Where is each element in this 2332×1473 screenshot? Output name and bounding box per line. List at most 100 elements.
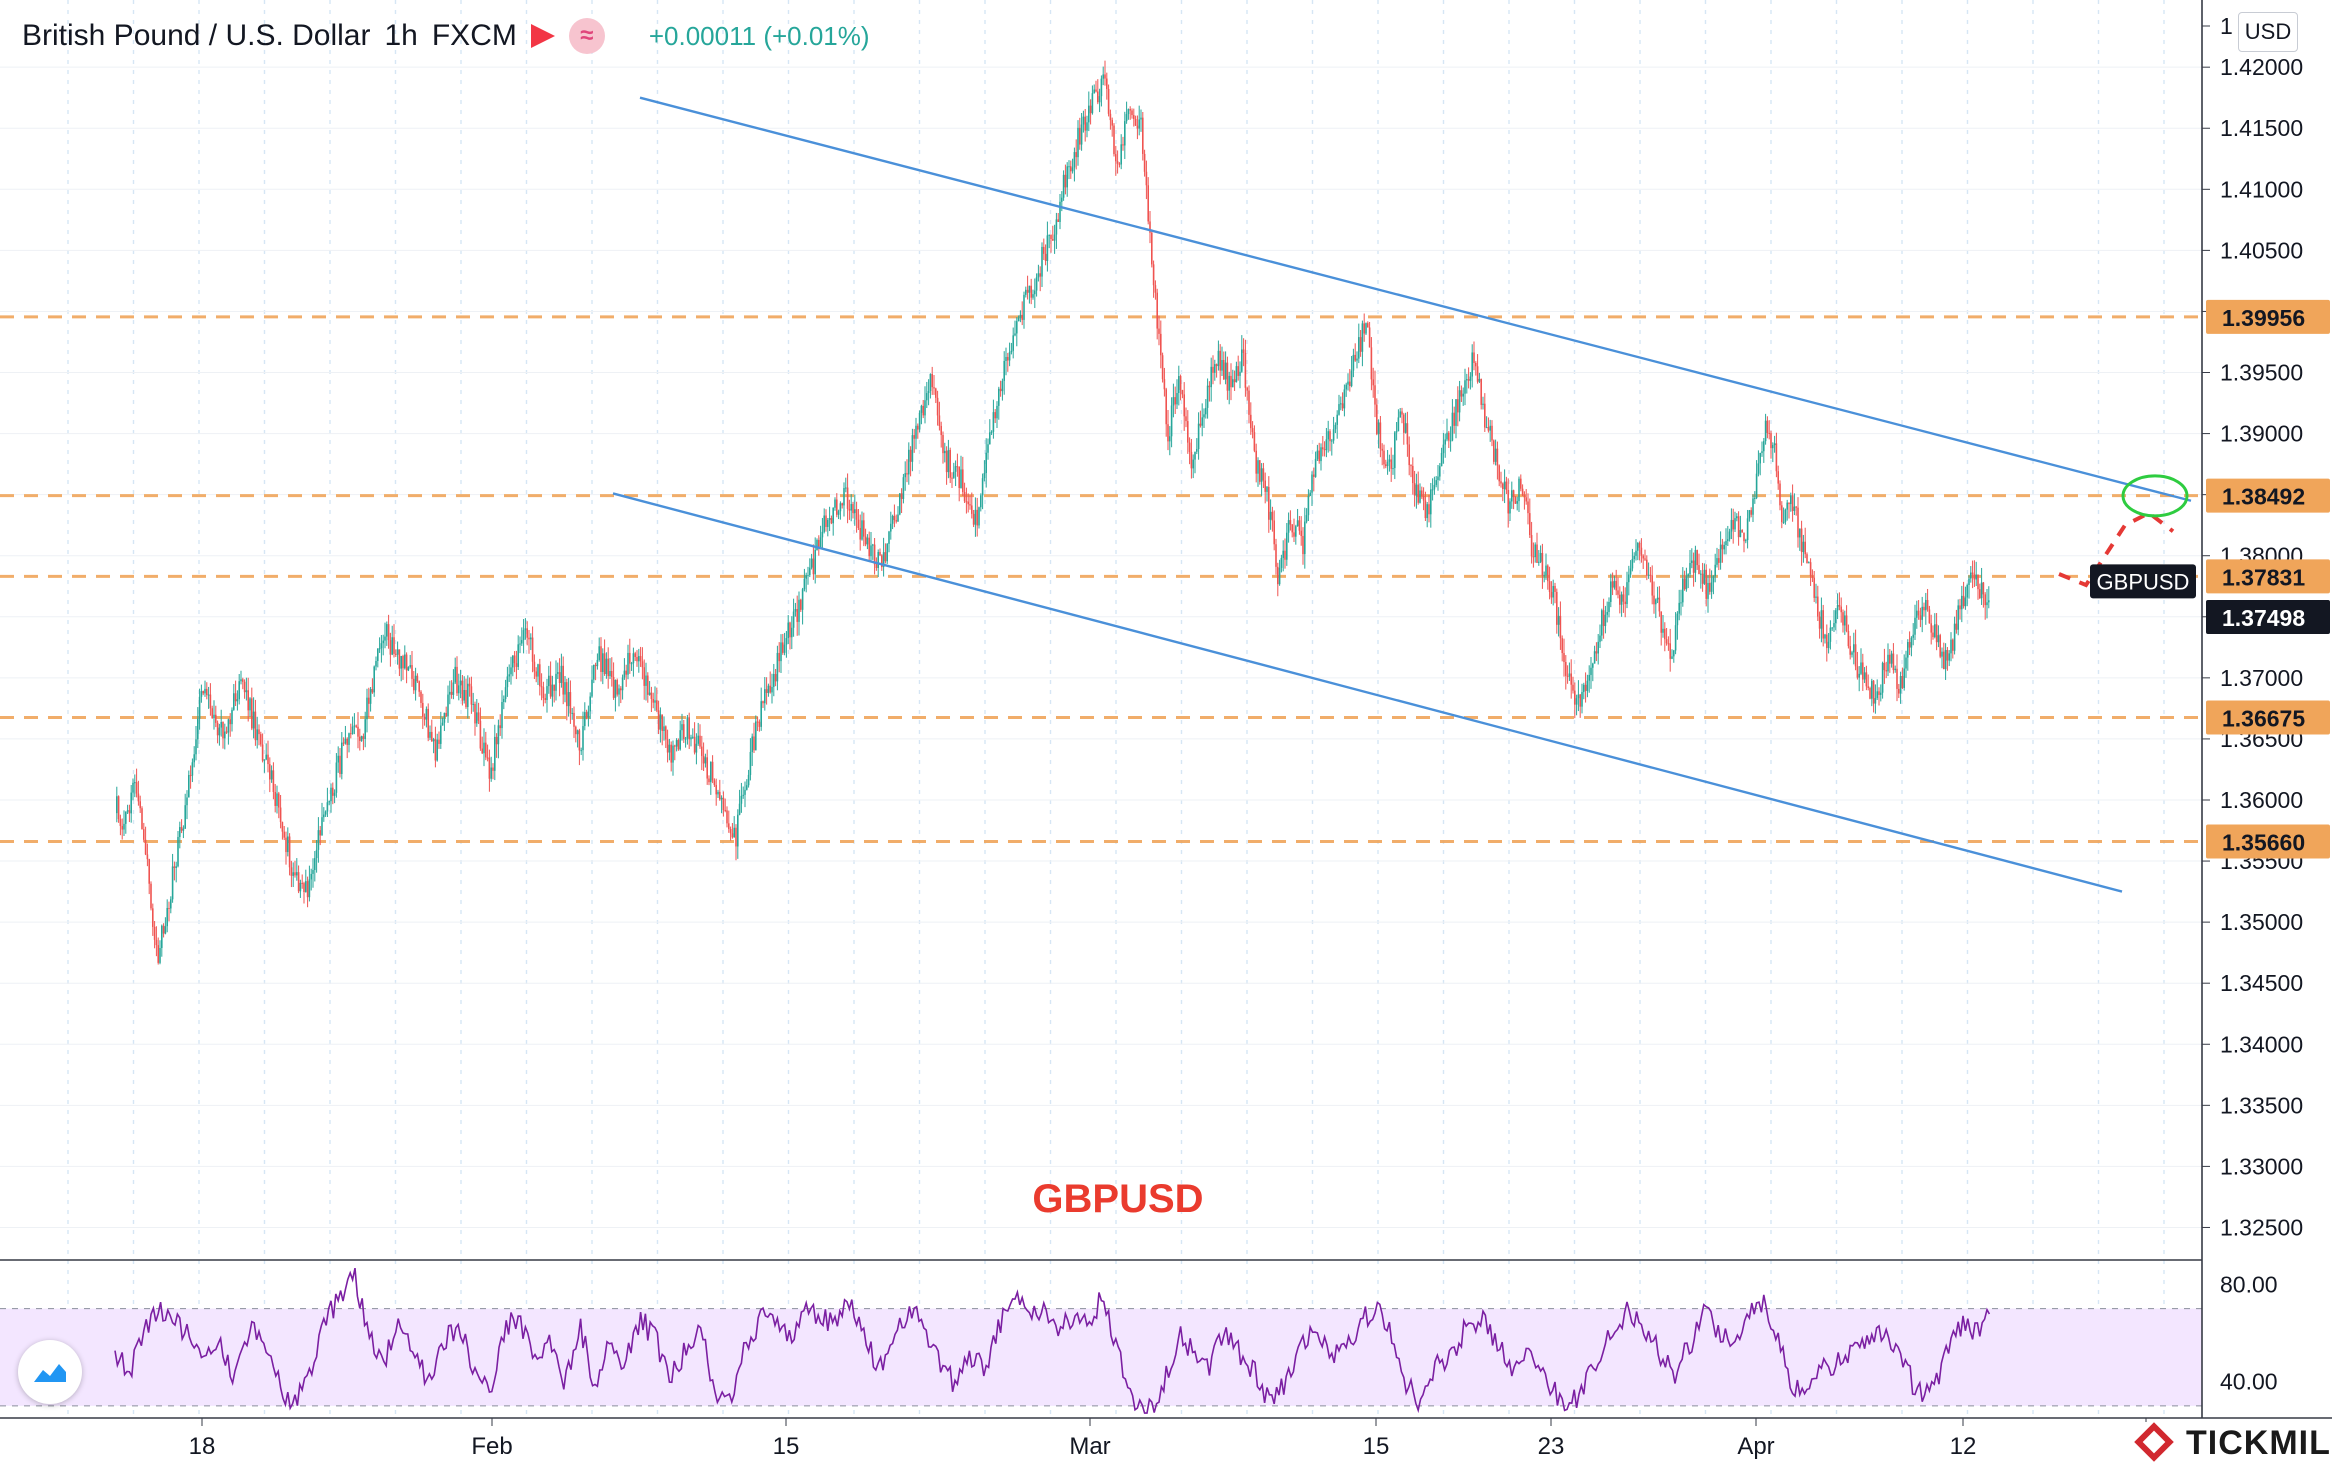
- candle[interactable]: [1269, 499, 1272, 530]
- candle[interactable]: [288, 833, 291, 876]
- candle[interactable]: [1667, 636, 1670, 651]
- candle[interactable]: [1784, 508, 1787, 525]
- candle[interactable]: [972, 509, 975, 528]
- candle[interactable]: [1633, 552, 1635, 563]
- candle[interactable]: [564, 676, 566, 703]
- candle[interactable]: [1622, 585, 1625, 613]
- candle[interactable]: [1781, 501, 1783, 529]
- candle[interactable]: [749, 738, 752, 781]
- candle[interactable]: [526, 621, 528, 646]
- candle[interactable]: [612, 662, 615, 700]
- candle[interactable]: [843, 482, 845, 517]
- candle[interactable]: [764, 677, 766, 711]
- candle[interactable]: [404, 645, 406, 670]
- candle[interactable]: [803, 568, 806, 592]
- candle[interactable]: [143, 822, 145, 843]
- candle[interactable]: [1525, 489, 1527, 505]
- candle[interactable]: [1856, 651, 1859, 680]
- candle[interactable]: [1444, 433, 1446, 458]
- candle[interactable]: [933, 374, 935, 395]
- candle[interactable]: [1019, 310, 1022, 323]
- candle[interactable]: [252, 697, 255, 739]
- candle[interactable]: [1694, 545, 1697, 583]
- candle[interactable]: [1615, 569, 1617, 596]
- candle[interactable]: [1431, 478, 1434, 501]
- candle[interactable]: [479, 707, 482, 751]
- candle[interactable]: [641, 647, 644, 680]
- candle[interactable]: [1001, 378, 1004, 401]
- candle[interactable]: [1984, 592, 1986, 620]
- candle[interactable]: [254, 699, 257, 746]
- candle[interactable]: [983, 460, 986, 482]
- candle[interactable]: [819, 525, 822, 550]
- candle[interactable]: [755, 715, 757, 751]
- candle[interactable]: [312, 858, 314, 888]
- candle[interactable]: [1415, 473, 1418, 509]
- candle[interactable]: [506, 666, 509, 697]
- candle[interactable]: [1302, 527, 1304, 565]
- candle[interactable]: [558, 658, 561, 697]
- candle[interactable]: [1196, 438, 1198, 455]
- candle[interactable]: [1100, 75, 1103, 107]
- candle[interactable]: [1316, 444, 1319, 461]
- candle[interactable]: [1890, 650, 1893, 668]
- candle[interactable]: [828, 506, 831, 532]
- candle[interactable]: [949, 447, 951, 484]
- candle[interactable]: [600, 637, 602, 682]
- candle[interactable]: [1952, 638, 1954, 659]
- candle[interactable]: [1232, 369, 1234, 388]
- candle[interactable]: [1188, 437, 1191, 465]
- candle[interactable]: [1619, 586, 1621, 614]
- candle[interactable]: [1876, 679, 1878, 700]
- candle[interactable]: [769, 671, 771, 694]
- candle[interactable]: [582, 711, 584, 761]
- candle[interactable]: [1068, 160, 1070, 180]
- candle[interactable]: [1413, 470, 1416, 507]
- candle[interactable]: [171, 853, 174, 903]
- candle[interactable]: [890, 511, 892, 540]
- candle[interactable]: [1338, 394, 1340, 416]
- candle[interactable]: [1901, 667, 1904, 690]
- candle[interactable]: [1325, 427, 1328, 458]
- candle[interactable]: [1154, 280, 1157, 300]
- candle[interactable]: [1507, 478, 1509, 528]
- candle[interactable]: [1280, 554, 1283, 573]
- candle[interactable]: [699, 724, 701, 749]
- candle[interactable]: [818, 535, 820, 556]
- candle[interactable]: [1728, 528, 1731, 542]
- candle[interactable]: [1237, 355, 1239, 381]
- candle[interactable]: [1574, 682, 1576, 719]
- candle[interactable]: [242, 677, 244, 690]
- candle[interactable]: [1163, 367, 1166, 397]
- candle[interactable]: [175, 861, 177, 883]
- candle[interactable]: [539, 658, 541, 696]
- candle[interactable]: [234, 680, 237, 706]
- candle[interactable]: [963, 482, 966, 504]
- candle[interactable]: [1941, 647, 1943, 669]
- candle[interactable]: [1570, 659, 1572, 699]
- candle[interactable]: [1971, 560, 1974, 589]
- candle[interactable]: [557, 662, 559, 679]
- candle[interactable]: [1028, 285, 1031, 304]
- candle[interactable]: [659, 707, 662, 743]
- candle[interactable]: [1426, 502, 1428, 528]
- candle[interactable]: [1422, 487, 1425, 511]
- candle[interactable]: [780, 634, 782, 674]
- candle[interactable]: [1053, 224, 1056, 254]
- candle[interactable]: [1892, 643, 1895, 674]
- candle[interactable]: [256, 716, 258, 749]
- candle[interactable]: [1944, 643, 1947, 680]
- candle[interactable]: [269, 757, 271, 793]
- candle[interactable]: [1091, 85, 1094, 115]
- candle[interactable]: [148, 858, 150, 895]
- candle[interactable]: [1197, 412, 1200, 460]
- candle[interactable]: [1732, 508, 1734, 544]
- candle[interactable]: [765, 677, 768, 705]
- candle[interactable]: [1764, 413, 1767, 445]
- candle[interactable]: [1518, 476, 1520, 513]
- candle[interactable]: [452, 669, 455, 700]
- candle[interactable]: [665, 725, 667, 748]
- candle[interactable]: [1377, 419, 1380, 449]
- candle[interactable]: [708, 775, 710, 786]
- candle[interactable]: [1986, 588, 1988, 619]
